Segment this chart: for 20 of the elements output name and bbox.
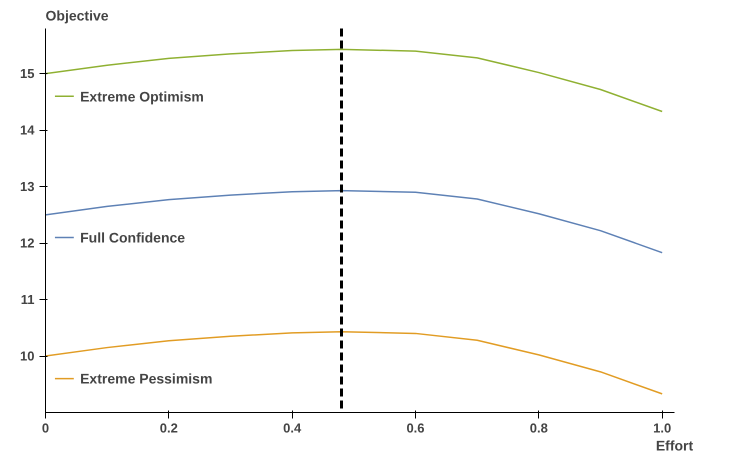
x-tick-label: 0.2 [160, 420, 178, 436]
x-tick-label: 0 [42, 420, 50, 436]
x-tick-label: 0.4 [283, 420, 302, 436]
legend-label: Extreme Optimism [80, 88, 204, 104]
y-tick-label: 14 [20, 122, 36, 138]
y-tick-label: 12 [20, 236, 35, 251]
legend-label: Extreme Pessimism [80, 370, 212, 387]
y-tick-label: 11 [20, 292, 35, 308]
legend-label: Full Confidence [80, 229, 186, 246]
x-tick-label: 0.6 [406, 420, 425, 436]
y-tick-label: 10 [20, 348, 35, 364]
line-series [46, 190, 663, 254]
x-tick-label: 0.8 [530, 420, 548, 436]
y-tick-label: 15 [20, 66, 35, 82]
line-series [46, 48, 663, 112]
x-tick-label: 1.0 [653, 420, 672, 436]
line-series [46, 330, 663, 395]
y-tick-label: 13 [20, 179, 35, 194]
y-axis-title: Objective [46, 8, 109, 24]
x-axis-title: Effort [656, 438, 694, 454]
